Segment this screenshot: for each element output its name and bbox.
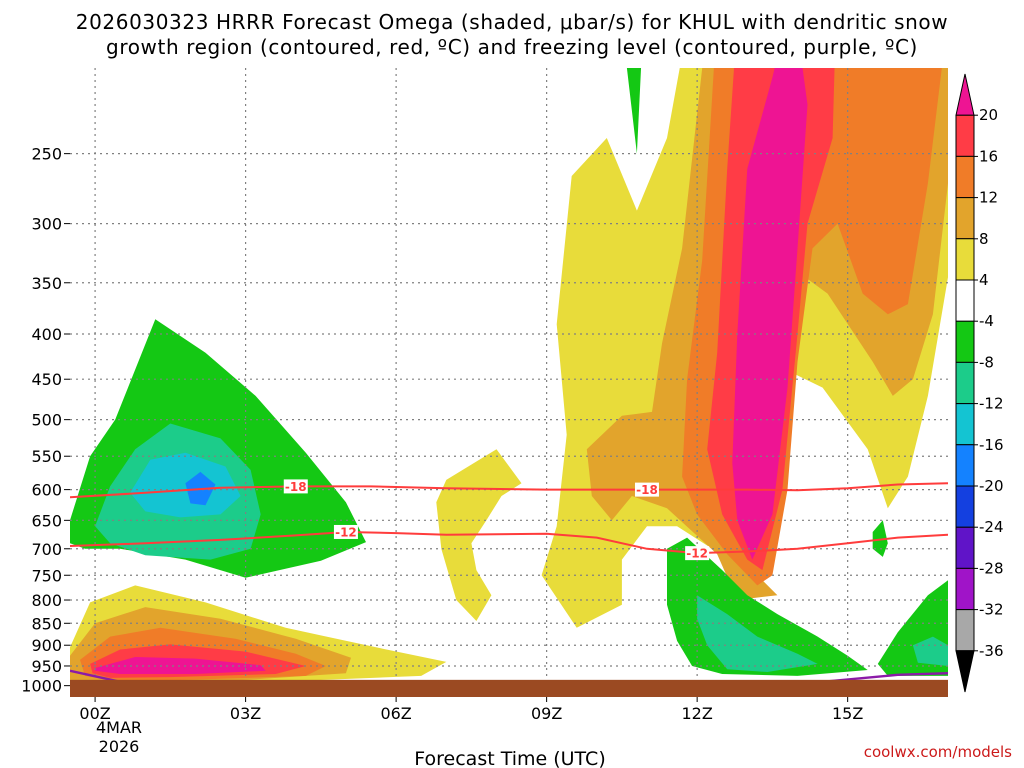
y-tick-label-850: 850 xyxy=(31,614,62,633)
colorbar-bin-1 xyxy=(955,114,975,157)
colorbar-bin-6 xyxy=(955,320,975,363)
colorbar-label-10: -24 xyxy=(979,518,1004,536)
colorbar-label-7: -12 xyxy=(979,395,1004,413)
x-axis-time: 00Z 03Z 06Z 09Z 12Z 15Z xyxy=(79,697,863,723)
colorbar-label-11: -28 xyxy=(979,559,1004,577)
y-tick-label-300: 300 xyxy=(31,215,62,234)
y-tick-label-1000: 1000 xyxy=(21,677,62,696)
colorbar-label-13: -36 xyxy=(979,642,1004,660)
colorbar-bin-5 xyxy=(955,279,975,322)
colorbar-label-6: -8 xyxy=(979,353,994,371)
x-tick-label-06z: 06Z xyxy=(380,704,411,723)
colorbar-bin-2 xyxy=(955,155,975,199)
snow-contour-1 xyxy=(70,530,948,555)
contour-label-bg-1-0 xyxy=(333,524,358,539)
y-tick-label-900: 900 xyxy=(31,636,62,655)
x-tick-label-15z: 15Z xyxy=(832,704,863,723)
x-tick-label-09z: 09Z xyxy=(531,704,562,723)
colorbar-bin-13 xyxy=(955,609,975,652)
snow-contour-0 xyxy=(70,482,948,499)
colorbar-bin-11 xyxy=(955,526,975,569)
colorbar-label-0: 20 xyxy=(979,106,998,124)
colorbar-bin-4 xyxy=(955,238,975,281)
chart-title-line-2: growth region (contoured, red, ºC) and f… xyxy=(106,35,918,59)
y-tick-label-500: 500 xyxy=(31,411,62,430)
y-tick-label-350: 350 xyxy=(31,274,62,293)
colorbar-label-5: -4 xyxy=(979,312,994,330)
contour-label-bg-0-0 xyxy=(283,479,308,494)
contour-label-0-0: -18 xyxy=(285,480,307,494)
contour-label-1-0: -12 xyxy=(335,525,357,539)
colorbar-bin-3 xyxy=(955,197,975,240)
y-tick-label-550: 550 xyxy=(31,447,62,466)
colorbar-label-2: 12 xyxy=(979,189,998,207)
omega-region-14 xyxy=(732,68,808,560)
colorbar-bin-12 xyxy=(955,567,975,611)
omega-colorbar: 20 16 12 8 4 -4 -8 -12 -16 -20 -24 -28 -32 -36 xyxy=(955,73,1004,693)
contour-lines: -18 -18 -12 -12 xyxy=(70,479,948,697)
x-tick-label-00z: 00Z xyxy=(79,704,110,723)
y-tick-label-700: 700 xyxy=(31,540,62,559)
y-tick-label-800: 800 xyxy=(31,591,62,610)
omega-region-19 xyxy=(697,595,818,672)
colorbar-bin-14 xyxy=(955,650,975,693)
colorbar-label-9: -20 xyxy=(979,477,1004,495)
y-tick-label-400: 400 xyxy=(31,325,62,344)
omega-region-20 xyxy=(912,636,948,666)
y-tick-label-750: 750 xyxy=(31,566,62,585)
colorbar-bin-8 xyxy=(955,403,975,446)
omega-region-4 xyxy=(95,657,266,674)
colorbar-bin-0 xyxy=(955,73,975,116)
y-tick-label-600: 600 xyxy=(31,481,62,500)
y-tick-label-650: 650 xyxy=(31,511,62,530)
colorbar-label-12: -32 xyxy=(979,601,1004,619)
chart-title-line-1: 2026030323 HRRR Forecast Omega (shaded, … xyxy=(76,10,948,34)
plot-area: -18 -18 -12 -12 xyxy=(70,68,948,697)
y-axis-pressure: 250 300 350 400 450 500 550 600 650 700 750 800 850 9… xyxy=(21,145,70,696)
colorbar-bin-10 xyxy=(955,485,975,528)
colorbar-label-3: 8 xyxy=(979,230,989,248)
contour-label-0-1: -18 xyxy=(636,483,658,497)
x-date-label-year: 2026 xyxy=(99,737,140,756)
contour-label-bg-0-1 xyxy=(634,482,659,497)
credit-text: coolwx.com/models xyxy=(864,743,1012,761)
colorbar-label-1: 16 xyxy=(979,147,998,165)
x-tick-label-12z: 12Z xyxy=(681,704,712,723)
y-tick-label-250: 250 xyxy=(31,145,62,164)
x-tick-label-03z: 03Z xyxy=(230,704,261,723)
x-axis-title: Forecast Time (UTC) xyxy=(414,748,605,768)
contour-label-1-1: -12 xyxy=(686,547,708,561)
omega-region-9 xyxy=(436,449,522,621)
x-date-label-month: 4MAR xyxy=(96,718,142,737)
colorbar-bin-9 xyxy=(955,444,975,487)
contour-label-bg-1-1 xyxy=(685,546,710,561)
y-tick-label-450: 450 xyxy=(31,370,62,389)
omega-region-7 xyxy=(130,452,241,518)
ground-surface xyxy=(70,679,948,697)
colorbar-label-4: 4 xyxy=(979,271,989,289)
omega-region-15 xyxy=(626,68,642,154)
colorbar-bin-7 xyxy=(955,361,975,405)
colorbar-label-8: -16 xyxy=(979,436,1004,454)
y-tick-label-950: 950 xyxy=(31,657,62,676)
